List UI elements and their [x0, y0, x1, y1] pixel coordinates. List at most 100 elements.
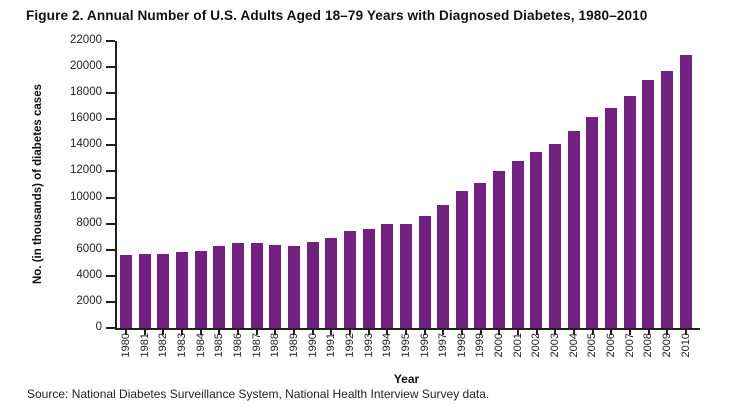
y-tick-10000	[106, 196, 115, 199]
x-label-slot-1990: 1990	[307, 333, 319, 357]
x-label-slot-2010: 2010	[680, 333, 692, 357]
y-tick-12000	[106, 170, 115, 173]
x-tick-1989	[293, 330, 295, 335]
y-tick-label-4000: 4000	[76, 268, 102, 281]
x-tick-label-1983: 1983	[175, 333, 188, 358]
y-tick-6000	[106, 248, 115, 251]
y-tick-label-22000: 22000	[70, 34, 102, 46]
bar-2003	[549, 144, 562, 328]
x-label-slot-2004: 2004	[568, 333, 580, 357]
x-tick-label-1985: 1985	[213, 333, 226, 358]
bar-1991	[325, 238, 338, 328]
y-tick-2000	[106, 300, 115, 303]
y-tick-label-2000: 2000	[76, 294, 102, 307]
x-tick-label-1997: 1997	[437, 333, 450, 358]
x-label-slot-1996: 1996	[419, 333, 431, 357]
bar-1998	[455, 191, 468, 328]
x-tick-2001	[517, 330, 519, 335]
x-tick-1985	[218, 330, 221, 335]
source-note: Source: National Diabetes Surveillance S…	[27, 387, 490, 401]
bar-2009	[661, 71, 674, 328]
y-tick-14000	[106, 144, 115, 147]
x-tick-2003	[554, 330, 557, 335]
bar-1980	[120, 255, 132, 328]
x-tick-1996	[423, 330, 426, 335]
bar-1984	[194, 251, 207, 328]
x-tick-label-1989: 1989	[287, 333, 300, 358]
y-tick-label-18000: 18000	[70, 86, 102, 99]
y-tick-22000	[106, 40, 115, 42]
y-tick-label-12000: 12000	[70, 164, 102, 177]
x-tick-1980	[125, 330, 127, 335]
x-tick-1987	[255, 330, 258, 335]
bar-1994	[381, 224, 394, 328]
y-tick-18000	[106, 92, 115, 95]
x-tick-2000	[498, 330, 501, 335]
x-label-slot-2009: 2009	[661, 333, 673, 357]
x-tick-label-1980: 1980	[120, 333, 132, 358]
x-tick-1990	[311, 330, 314, 335]
y-tick-label-14000: 14000	[70, 138, 102, 151]
x-label-slot-1987: 1987	[251, 333, 263, 357]
bar-1983	[175, 252, 188, 328]
x-tick-label-1981: 1981	[138, 333, 151, 358]
x-tick-1997	[442, 330, 445, 335]
bar-1996	[418, 216, 431, 328]
x-tick-1991	[330, 330, 333, 335]
bar-2007	[623, 96, 636, 328]
x-label-slot-2003: 2003	[549, 333, 561, 357]
y-tick-label-0: 0	[95, 321, 102, 333]
x-tick-label-1982: 1982	[157, 333, 170, 358]
bar-2006	[605, 108, 618, 328]
y-tick-label-10000: 10000	[70, 190, 102, 203]
x-tick-label-2010: 2010	[679, 333, 692, 358]
x-tick-label-2000: 2000	[493, 333, 506, 358]
x-tick-label-1994: 1994	[381, 333, 394, 358]
bar-1995	[399, 224, 412, 328]
bar-1989	[287, 246, 300, 328]
x-tick-label-1988: 1988	[269, 333, 282, 358]
x-label-slot-1980: 1980	[120, 333, 132, 357]
x-tick-label-1984: 1984	[194, 333, 207, 358]
bar-2000	[493, 171, 506, 328]
x-tick-1984	[199, 330, 202, 335]
x-tick-2008	[647, 330, 650, 335]
bar-1986	[231, 243, 244, 328]
x-tick-1988	[274, 330, 277, 335]
x-tick-label-1991: 1991	[325, 333, 338, 358]
x-axis-labels: 1980 1981 1982 1983 1984 1985 1986 1987 1988 1989…	[117, 333, 700, 371]
x-tick-2010	[685, 330, 687, 335]
x-label-slot-1997: 1997	[437, 333, 449, 357]
x-tick-label-2003: 2003	[549, 333, 562, 358]
x-label-slot-1992: 1992	[344, 333, 356, 357]
bar-series	[117, 41, 700, 328]
x-label-slot-2002: 2002	[530, 333, 542, 357]
x-tick-1998	[461, 330, 463, 335]
x-tick-label-1998: 1998	[455, 333, 468, 358]
bar-2002	[530, 152, 543, 328]
x-tick-label-1987: 1987	[250, 333, 263, 358]
y-tick-label-8000: 8000	[76, 216, 102, 229]
y-tick-20000	[106, 66, 115, 69]
x-tick-label-2005: 2005	[586, 333, 599, 358]
bar-2008	[642, 80, 655, 328]
x-tick-label-1990: 1990	[306, 333, 319, 358]
x-tick-label-2008: 2008	[642, 333, 655, 358]
x-label-slot-1998: 1998	[456, 333, 468, 357]
x-label-slot-1989: 1989	[288, 333, 300, 357]
x-tick-1981	[143, 330, 146, 335]
y-tick-0	[106, 327, 115, 329]
y-tick-8000	[106, 222, 115, 225]
x-tick-2007	[629, 330, 631, 335]
x-label-slot-2008: 2008	[642, 333, 654, 357]
x-tick-1999	[479, 330, 482, 335]
x-tick-label-1999: 1999	[474, 333, 487, 358]
x-tick-label-2007: 2007	[623, 333, 636, 358]
bar-1988	[269, 245, 282, 328]
x-label-slot-2001: 2001	[512, 333, 524, 357]
x-tick-1995	[405, 330, 407, 335]
x-tick-1983	[181, 330, 183, 335]
x-label-slot-2007: 2007	[624, 333, 636, 357]
x-label-slot-1984: 1984	[195, 333, 207, 357]
x-tick-label-1986: 1986	[231, 333, 244, 358]
